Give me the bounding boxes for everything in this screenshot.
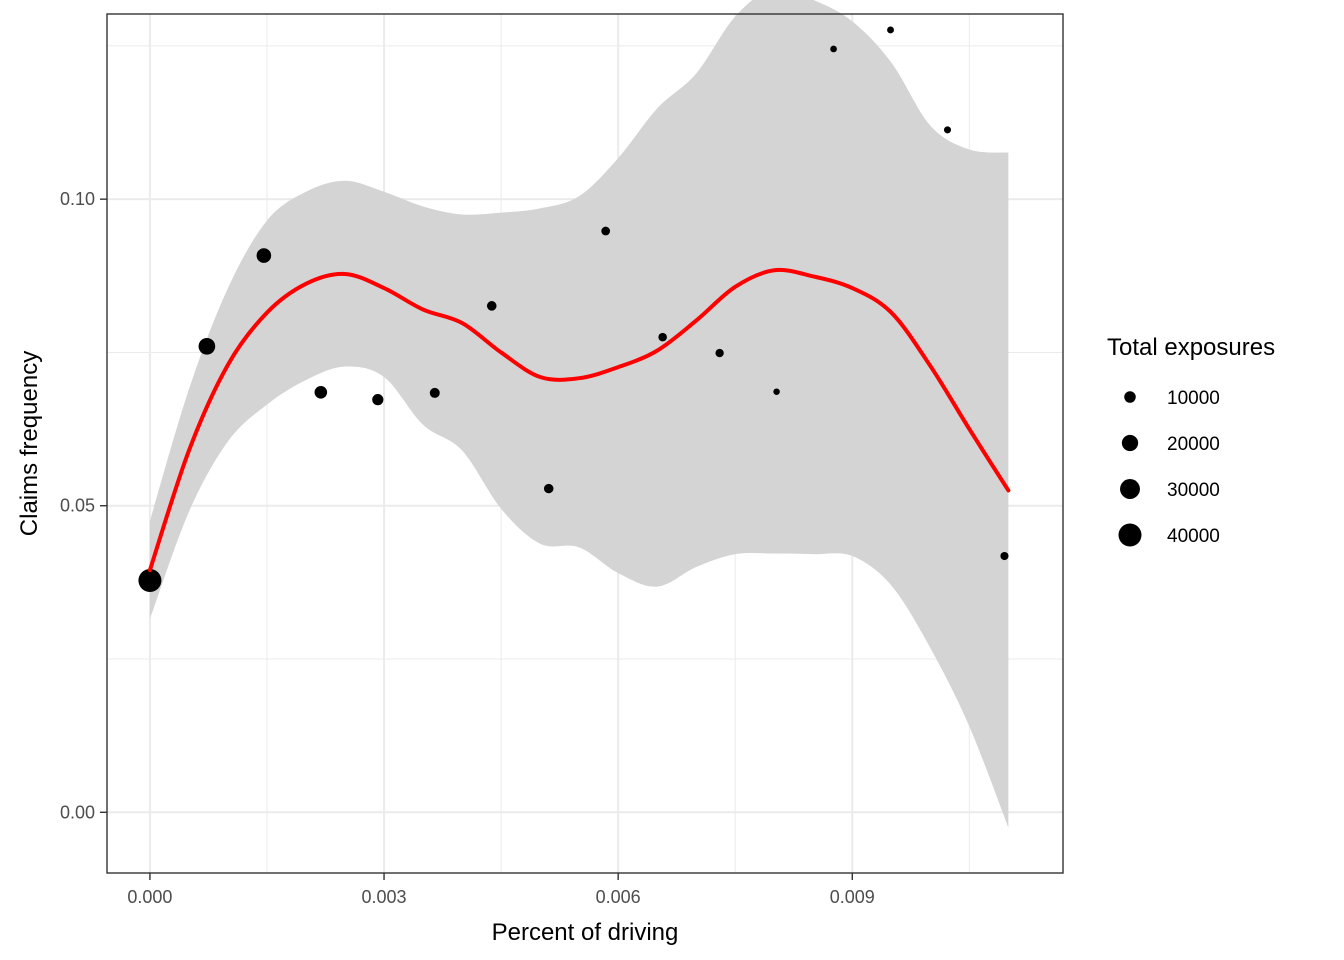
data-point	[543, 483, 554, 494]
data-points	[138, 26, 1009, 593]
data-point	[256, 248, 272, 263]
legend-label: 40000	[1167, 526, 1220, 547]
x-tick-label: 0.000	[127, 887, 172, 907]
x-axis-title: Percent of driving	[492, 919, 679, 946]
data-point	[601, 226, 611, 236]
legend-label: 30000	[1167, 480, 1220, 501]
data-point	[372, 394, 384, 406]
data-point	[658, 332, 667, 342]
y-tick-label: 0.10	[60, 189, 95, 209]
data-point	[138, 569, 162, 593]
data-point	[830, 45, 837, 53]
legend-items: 10000 20000 30000 40000	[1118, 388, 1220, 547]
y-tick-label: 0.00	[60, 802, 95, 822]
x-tick-label: 0.006	[596, 887, 641, 907]
data-point	[943, 126, 952, 134]
data-point	[429, 387, 440, 398]
confidence-ribbon	[149, 0, 1009, 828]
y-axis-title: Claims frequency	[16, 351, 43, 536]
data-point	[715, 348, 724, 358]
x-tick-label: 0.003	[362, 887, 407, 907]
smooth-trend-line	[147, 267, 1011, 573]
y-axis-ticks: 0.00 0.05 0.10	[60, 189, 107, 822]
legend-label: 20000	[1167, 434, 1220, 455]
legend-title: Total exposures	[1107, 334, 1275, 361]
data-point	[198, 337, 216, 355]
data-point	[314, 386, 328, 399]
y-tick-label: 0.05	[60, 496, 95, 516]
panel-border	[106, 13, 1064, 874]
data-point	[887, 26, 894, 34]
data-point	[1000, 551, 1009, 561]
legend-label: 10000	[1167, 388, 1220, 409]
legend-key	[1120, 479, 1140, 499]
data-point	[773, 388, 780, 395]
legend: Total exposures 10000 20000 30000 40000	[1107, 334, 1275, 547]
legend-key	[1118, 523, 1142, 547]
legend-key	[1121, 434, 1139, 452]
x-axis-ticks: 0.000 0.003 0.006 0.009	[127, 873, 875, 907]
x-tick-label: 0.009	[830, 887, 875, 907]
legend-key	[1124, 391, 1136, 403]
data-point	[486, 301, 497, 311]
